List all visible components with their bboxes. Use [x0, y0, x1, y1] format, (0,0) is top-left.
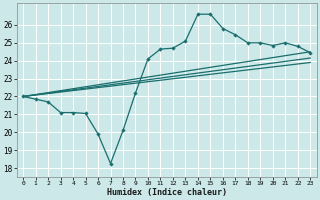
X-axis label: Humidex (Indice chaleur): Humidex (Indice chaleur) [107, 188, 227, 197]
